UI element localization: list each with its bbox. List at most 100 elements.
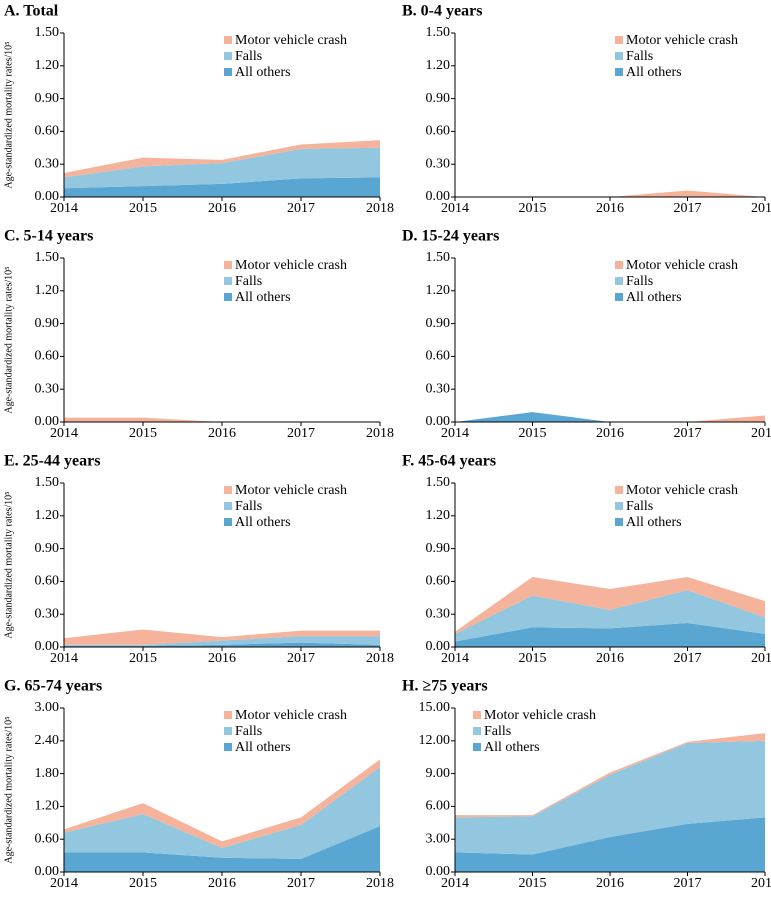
area <box>455 622 765 647</box>
legend-swatch <box>224 52 232 60</box>
y-tick-label: 1.20 <box>35 283 60 298</box>
y-tick-label: 3.00 <box>35 700 60 715</box>
y-axis-label: Age-standardized mortality rates/10⁵ <box>3 491 14 638</box>
x-tick-label: 2014 <box>441 651 469 666</box>
y-tick-label: 1.20 <box>426 58 451 73</box>
legend-swatch <box>615 277 623 285</box>
y-tick-label: 1.20 <box>35 508 60 523</box>
legend-label: Motor vehicle crash <box>235 33 347 48</box>
x-tick-label: 2018 <box>751 651 771 666</box>
x-tick-label: 2018 <box>751 201 771 216</box>
x-tick-label: 2016 <box>208 876 236 891</box>
y-tick-label: 0.90 <box>426 541 451 556</box>
x-tick-label: 2017 <box>287 651 315 666</box>
legend-swatch <box>615 293 623 301</box>
legend-swatch <box>224 68 232 76</box>
x-tick-label: 2018 <box>751 876 771 891</box>
legend-swatch <box>615 68 623 76</box>
panel-title: H. ≥75 years <box>402 678 488 695</box>
area <box>455 733 765 818</box>
area <box>64 147 380 189</box>
y-tick-label: 0.00 <box>35 864 60 879</box>
area <box>455 740 765 855</box>
legend-label: All others <box>626 65 682 80</box>
legend-swatch <box>224 727 232 735</box>
panel: 0.00 3.00 6.00 9.00 12.00 15.00 2014 2015 2016 20… <box>419 700 771 891</box>
x-tick-label: 2015 <box>129 651 157 666</box>
legend-swatch <box>224 486 232 494</box>
y-tick-label: 12.00 <box>419 733 451 748</box>
y-tick-label: 0.60 <box>35 349 60 364</box>
panel: 0.00 0.30 0.60 0.90 1.20 1.50 2014 2015 2016 2017… <box>35 475 395 666</box>
x-tick-label: 2015 <box>519 201 547 216</box>
legend-label: Motor vehicle crash <box>235 258 347 273</box>
y-tick-label: 1.50 <box>426 475 451 490</box>
panel: 0.00 0.30 0.60 0.90 1.20 1.50 2014 2015 2016 2017… <box>426 25 771 216</box>
y-tick-label: 0.60 <box>35 574 60 589</box>
x-tick-label: 2015 <box>129 201 157 216</box>
legend-label: All others <box>626 290 682 305</box>
x-tick-label: 2015 <box>519 651 547 666</box>
area <box>455 590 765 642</box>
x-tick-label: 2017 <box>287 201 315 216</box>
legend-label: Motor vehicle crash <box>626 258 738 273</box>
panel: 0.00 0.30 0.60 0.90 1.20 1.50 2014 2015 2016 2017… <box>35 250 395 441</box>
x-tick-label: 2016 <box>596 426 624 441</box>
y-axis-label: Age-standardized mortality rates/10⁵ <box>3 41 14 188</box>
legend-label: Falls <box>626 274 653 289</box>
legend-label: Motor vehicle crash <box>626 483 738 498</box>
legend-swatch <box>224 502 232 510</box>
x-tick-label: 2014 <box>441 201 469 216</box>
y-tick-label: 0.60 <box>426 349 451 364</box>
legend-swatch <box>224 518 232 526</box>
y-tick-label: 9.00 <box>426 766 451 781</box>
legend-swatch <box>615 502 623 510</box>
y-tick-label: 0.60 <box>35 124 60 139</box>
area <box>455 412 765 422</box>
legend-label: Falls <box>484 724 511 739</box>
legend-label: All others <box>235 515 291 530</box>
legend-label: Falls <box>235 274 262 289</box>
legend-label: All others <box>484 740 540 755</box>
legend-label: Falls <box>235 49 262 64</box>
x-tick-label: 2017 <box>674 651 702 666</box>
y-tick-label: 0.90 <box>426 316 451 331</box>
x-tick-label: 2018 <box>751 426 771 441</box>
legend-swatch <box>224 36 232 44</box>
legend-label: All others <box>235 740 291 755</box>
legend-label: Motor vehicle crash <box>235 483 347 498</box>
area <box>455 817 765 872</box>
y-tick-label: 0.90 <box>35 541 60 556</box>
x-tick-label: 2014 <box>50 426 78 441</box>
y-axis-label: Age-standardized mortality rates/10⁵ <box>3 266 14 413</box>
legend-label: Motor vehicle crash <box>235 708 347 723</box>
y-tick-label: 0.60 <box>426 124 451 139</box>
x-tick-label: 2017 <box>287 426 315 441</box>
y-axis-label: Age-standardized mortality rates/10⁵ <box>3 716 14 863</box>
legend-swatch <box>473 727 481 735</box>
x-tick-label: 2017 <box>674 426 702 441</box>
y-tick-label: 1.80 <box>35 766 60 781</box>
legend-swatch <box>224 743 232 751</box>
y-tick-label: 0.30 <box>35 381 60 396</box>
legend-swatch <box>615 52 623 60</box>
x-tick-label: 2016 <box>208 201 236 216</box>
y-tick-label: 0.90 <box>35 316 60 331</box>
y-tick-label: 0.30 <box>426 156 451 171</box>
area <box>64 767 380 859</box>
legend-swatch <box>615 36 623 44</box>
y-tick-label: 0.00 <box>35 639 60 654</box>
y-tick-label: 15.00 <box>419 700 451 715</box>
area <box>64 629 380 645</box>
area <box>455 190 765 197</box>
legend-swatch <box>224 293 232 301</box>
panel-title: B. 0-4 years <box>402 3 482 20</box>
y-tick-label: 1.20 <box>426 508 451 523</box>
area <box>455 577 765 634</box>
legend-label: All others <box>235 65 291 80</box>
y-tick-label: 1.50 <box>426 250 451 265</box>
x-tick-label: 2014 <box>441 426 469 441</box>
x-tick-label: 2016 <box>596 201 624 216</box>
y-tick-label: 0.60 <box>426 574 451 589</box>
